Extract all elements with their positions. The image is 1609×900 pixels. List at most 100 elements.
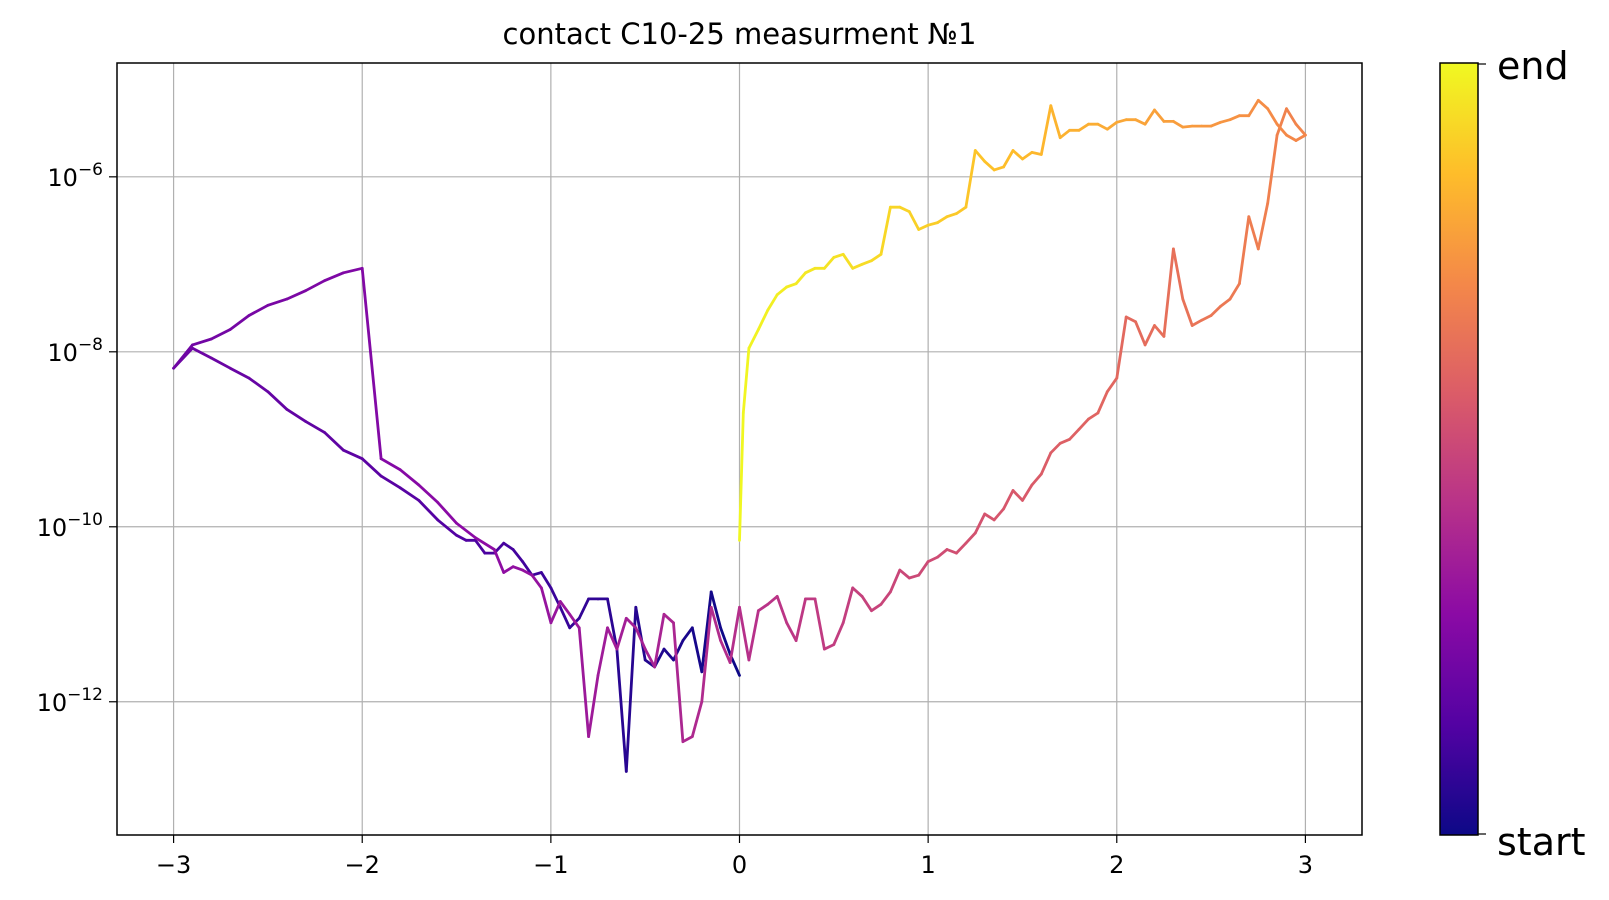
series-segment: [1256, 201, 1270, 251]
series-segment: [568, 612, 581, 630]
series-segment: [1030, 472, 1043, 487]
chart-title: contact C10-25 measurment №1: [503, 17, 977, 51]
series-segment: [823, 255, 836, 270]
series-segment: [766, 293, 779, 312]
series-segment: [907, 210, 921, 231]
series-segment: [1049, 441, 1062, 455]
series-segment: [757, 602, 770, 613]
series-segment: [889, 568, 902, 594]
series-segment: [1219, 118, 1232, 124]
series-segment: [1266, 133, 1279, 205]
series-segment: [1256, 98, 1270, 111]
series-segment: [1058, 437, 1071, 445]
series-segment: [700, 590, 713, 674]
series-segment: [851, 262, 864, 270]
series-segment: [587, 674, 600, 738]
series-segment: [690, 626, 704, 674]
series-segment: [1181, 297, 1194, 327]
series-segment: [1021, 483, 1034, 502]
series-segment: [247, 303, 270, 317]
series-segment: [341, 448, 364, 461]
series-segment: [323, 271, 345, 283]
series-segment: [615, 647, 628, 773]
series-segment: [1039, 451, 1053, 476]
series-segment: [436, 500, 458, 525]
y-tick-label: 10−12: [37, 685, 103, 717]
series-segment: [1228, 282, 1241, 301]
series-segment: [1200, 314, 1213, 322]
colorbar-label-end: end: [1497, 44, 1569, 88]
series-segment: [1294, 122, 1307, 137]
series-segment: [1096, 390, 1109, 415]
series-segment: [228, 366, 251, 380]
series-segment: [1105, 120, 1119, 131]
series-segment: [945, 548, 958, 555]
series-segment: [794, 271, 807, 286]
series-segment: [285, 407, 308, 423]
series-segment: [634, 605, 647, 662]
series-segment: [1247, 215, 1260, 251]
series-segment: [1247, 98, 1260, 118]
colorbar-gradient: [1439, 62, 1479, 836]
series-segment: [1209, 120, 1222, 128]
series-segment: [757, 308, 770, 331]
series-segment: [898, 205, 911, 214]
series-segment: [936, 215, 949, 225]
series-segment: [964, 149, 977, 209]
series-segment: [398, 486, 421, 502]
series-segment: [1238, 215, 1251, 286]
x-tick-label: 1: [920, 851, 935, 879]
series-segment: [794, 597, 807, 642]
series-segment: [1002, 149, 1015, 169]
series-segment: [804, 266, 817, 275]
series-segment: [907, 573, 921, 580]
series-segment: [973, 149, 987, 163]
series-segment: [775, 285, 789, 297]
series-segment: [417, 483, 440, 504]
series-segment: [1181, 124, 1194, 129]
series-segment: [304, 279, 326, 293]
series-segment: [436, 518, 458, 537]
series-segment: [1077, 122, 1090, 132]
y-tick-label: 10−8: [47, 335, 103, 367]
series-segment: [247, 376, 270, 394]
series-segment: [662, 612, 675, 625]
y-tick-label: 10−10: [37, 510, 103, 542]
series-segment: [191, 337, 213, 347]
series-segment: [341, 266, 364, 275]
series-segment: [926, 555, 939, 563]
series-segment: [738, 411, 745, 542]
series-segment: [1049, 104, 1062, 140]
series-segment: [983, 512, 996, 522]
series-segment: [209, 356, 232, 370]
series-segment: [747, 609, 760, 662]
series-segment: [1077, 417, 1090, 431]
series-segment: [917, 223, 930, 231]
series-segment: [1285, 107, 1298, 126]
series-segment: [473, 536, 496, 551]
x-tick-label: −3: [156, 851, 191, 879]
series-segment: [851, 586, 864, 598]
series-segment: [209, 328, 232, 341]
y-axis: 10−12 10−10 10−8 10−6: [37, 160, 117, 717]
series-segment: [832, 621, 845, 646]
series-segment: [898, 568, 911, 580]
series-segment: [530, 571, 543, 577]
series-segment: [1228, 114, 1241, 122]
series-iv-sweep: [172, 98, 1307, 773]
series-segment: [1002, 489, 1015, 511]
series-segment: [841, 252, 855, 270]
series-segment: [1275, 122, 1288, 137]
series-segment: [634, 626, 647, 651]
series-segment: [766, 595, 779, 606]
series-segment: [455, 533, 468, 542]
series-segment: [832, 252, 845, 259]
series-segment: [1096, 122, 1109, 131]
series-segment: [775, 595, 789, 625]
series-segment: [662, 647, 675, 662]
series-segment: [1115, 315, 1128, 380]
series-segment: [1124, 315, 1137, 324]
series-segment: [558, 600, 572, 616]
series-segment: [719, 626, 732, 656]
series-segment: [511, 548, 524, 563]
